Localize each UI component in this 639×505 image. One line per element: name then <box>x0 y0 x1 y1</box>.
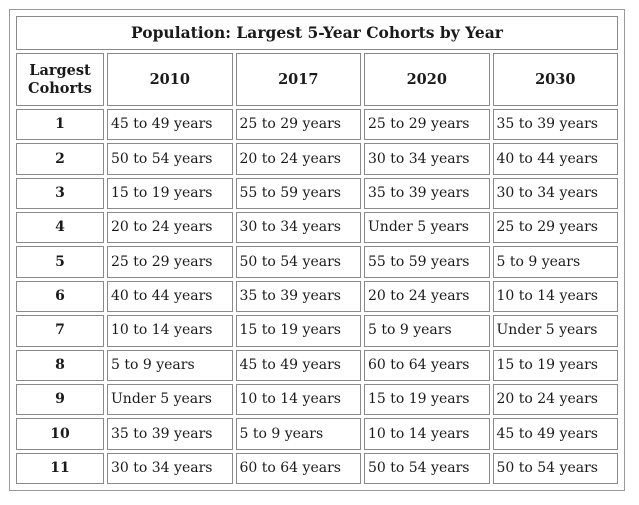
cohort-cell: 10 to 14 years <box>235 383 361 416</box>
cohort-cell: Under 5 years <box>492 315 618 347</box>
cohort-cell: 25 to 29 years <box>107 246 233 278</box>
cohort-cell: 25 to 29 years <box>492 212 618 244</box>
table-body: 1 45 to 49 years 25 to 29 years 25 to 29 ye… <box>16 109 618 484</box>
rank-column-header: Largest Cohorts <box>16 53 104 106</box>
rank-header-line2: Cohorts <box>28 79 92 97</box>
cohort-cell: 25 to 29 years <box>364 109 490 141</box>
title-row: Population: Largest 5-Year Cohorts by Ye… <box>16 16 618 50</box>
cohort-cell: 35 to 39 years <box>364 177 490 210</box>
cohort-cell: 55 to 59 years <box>235 177 361 210</box>
cohort-cell: 50 to 54 years <box>492 452 618 484</box>
table-row: 6 40 to 44 years 35 to 39 years 20 to 24 ye… <box>16 280 618 313</box>
header-row: Largest Cohorts 2010 2017 2020 2030 <box>16 53 618 106</box>
cohort-cell: 60 to 64 years <box>364 349 490 381</box>
rank-cell: 2 <box>16 143 104 175</box>
cohort-cell: 10 to 14 years <box>492 280 618 313</box>
cohort-cell: 45 to 49 years <box>107 109 233 141</box>
cohort-cell: 10 to 14 years <box>364 418 490 450</box>
cohort-cell: 15 to 19 years <box>364 383 490 416</box>
table-row: 5 25 to 29 years 50 to 54 years 55 to 59 ye… <box>16 246 618 278</box>
rank-header-line1: Largest <box>29 62 91 80</box>
cohort-cell: 40 to 44 years <box>107 280 233 313</box>
rank-cell: 8 <box>16 349 104 381</box>
cohort-cell: 40 to 44 years <box>492 143 618 175</box>
year-column-header: 2020 <box>364 53 490 106</box>
cohort-cell: 50 to 54 years <box>235 246 361 278</box>
rank-cell: 4 <box>16 212 104 244</box>
rank-cell: 5 <box>16 246 104 278</box>
cohort-cell: 60 to 64 years <box>235 452 361 484</box>
rank-cell: 11 <box>16 452 104 484</box>
cohort-cell: 35 to 39 years <box>107 418 233 450</box>
table-title: Population: Largest 5-Year Cohorts by Ye… <box>16 16 618 50</box>
table-row: 2 50 to 54 years 20 to 24 years 30 to 34 ye… <box>16 143 618 175</box>
table-row: 1 45 to 49 years 25 to 29 years 25 to 29 ye… <box>16 109 618 141</box>
cohort-cell: 5 to 9 years <box>235 418 361 450</box>
cohort-table: Population: Largest 5-Year Cohorts by Ye… <box>13 13 621 487</box>
rank-cell: 1 <box>16 109 104 141</box>
table-row: 9 Under 5 years 10 to 14 years 15 to 19 yea… <box>16 383 618 416</box>
rank-cell: 6 <box>16 280 104 313</box>
table-row: 11 30 to 34 years 60 to 64 years 50 to 54 y… <box>16 452 618 484</box>
cohort-cell: 20 to 24 years <box>364 280 490 313</box>
cohort-cell: 5 to 9 years <box>492 246 618 278</box>
cohort-cell: Under 5 years <box>107 383 233 416</box>
cohort-cell: 15 to 19 years <box>107 177 233 210</box>
table-row: 10 35 to 39 years 5 to 9 years 10 to 14 yea… <box>16 418 618 450</box>
cohort-cell: 50 to 54 years <box>107 143 233 175</box>
cohort-cell: 45 to 49 years <box>235 349 361 381</box>
cohort-cell: 30 to 34 years <box>235 212 361 244</box>
cohort-cell: 35 to 39 years <box>235 280 361 313</box>
table-row: 7 10 to 14 years 15 to 19 years 5 to 9 year… <box>16 315 618 347</box>
table-row: 3 15 to 19 years 55 to 59 years 35 to 39 ye… <box>16 177 618 210</box>
cohort-cell: 25 to 29 years <box>235 109 361 141</box>
cohort-cell: 20 to 24 years <box>492 383 618 416</box>
cohort-cell: 35 to 39 years <box>492 109 618 141</box>
cohort-cell: 5 to 9 years <box>107 349 233 381</box>
cohort-cell: Under 5 years <box>364 212 490 244</box>
cohort-cell: 15 to 19 years <box>492 349 618 381</box>
rank-cell: 7 <box>16 315 104 347</box>
cohort-cell: 30 to 34 years <box>107 452 233 484</box>
cohort-cell: 55 to 59 years <box>364 246 490 278</box>
cohort-cell: 30 to 34 years <box>364 143 490 175</box>
cohort-cell: 5 to 9 years <box>364 315 490 347</box>
rank-cell: 3 <box>16 177 104 210</box>
rank-cell: 10 <box>16 418 104 450</box>
cohort-cell: 50 to 54 years <box>364 452 490 484</box>
year-column-header: 2010 <box>107 53 233 106</box>
cohort-cell: 20 to 24 years <box>235 143 361 175</box>
cohort-cell: 10 to 14 years <box>107 315 233 347</box>
cohort-cell: 30 to 34 years <box>492 177 618 210</box>
cohort-cell: 20 to 24 years <box>107 212 233 244</box>
cohort-table-frame: Population: Largest 5-Year Cohorts by Ye… <box>9 9 625 491</box>
cohort-cell: 15 to 19 years <box>235 315 361 347</box>
rank-cell: 9 <box>16 383 104 416</box>
year-column-header: 2017 <box>235 53 361 106</box>
table-row: 4 20 to 24 years 30 to 34 years Under 5 yea… <box>16 212 618 244</box>
year-column-header: 2030 <box>492 53 618 106</box>
cohort-cell: 45 to 49 years <box>492 418 618 450</box>
